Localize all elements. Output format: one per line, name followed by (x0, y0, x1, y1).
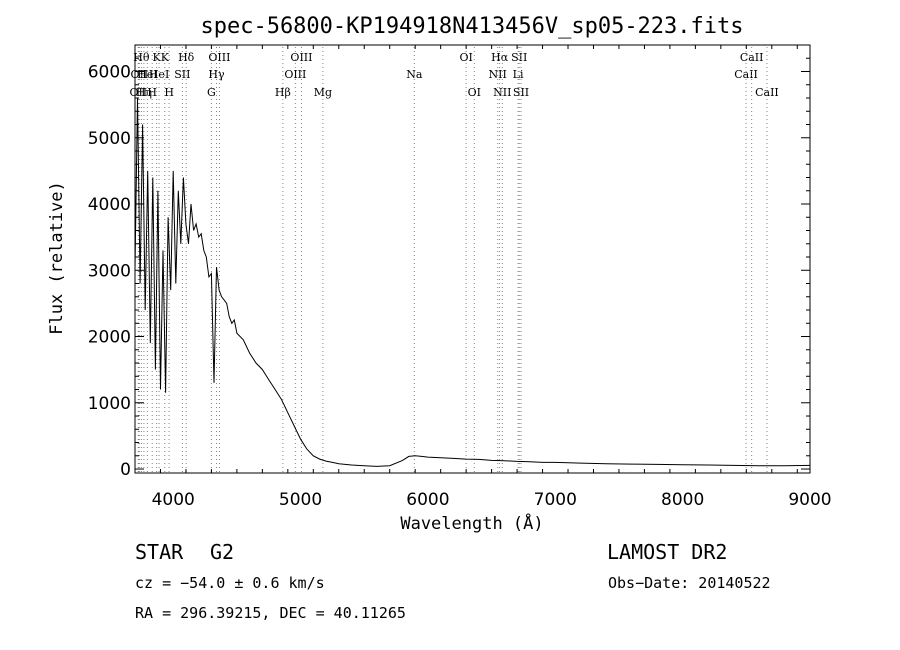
spectral-subclass: G2 (210, 540, 235, 564)
y-tick-label: 6000 (88, 63, 131, 83)
y-axis-label: Flux (relative) (47, 181, 67, 335)
marker-label-9: H (164, 86, 174, 99)
marker-label-12: G (207, 86, 216, 99)
x-tick-label: 4000 (152, 490, 195, 510)
marker-label-22: NII (489, 68, 507, 81)
spectral-line-markers: OIIOIIHθHηHeIHKHeIKHSIIHδGHγOIIIHβOIIIOI… (129, 47, 779, 473)
marker-label-18: Mg (314, 86, 332, 99)
y-tick-label: 0 (120, 460, 131, 480)
marker-label-24: NII (493, 86, 511, 99)
marker-label-23: Hα (491, 51, 509, 64)
marker-label-3: Hη (136, 86, 152, 99)
x-tick-label: 7000 (534, 490, 577, 510)
marker-label-14: OIII (208, 51, 230, 64)
marker-label-6: K (153, 51, 162, 64)
marker-label-28: CaII (734, 68, 758, 81)
marker-label-17: OIII (290, 51, 312, 64)
survey-name: LAMOST DR2 (607, 540, 728, 564)
plot-frame (134, 44, 811, 474)
x-tick-label: 5000 (279, 490, 322, 510)
marker-label-20: OI (459, 51, 472, 64)
x-tick-label: 9000 (788, 490, 831, 510)
x-axis: 4000 5000 6000 7000 8000 9000 (134, 45, 832, 510)
marker-label-26: SII (511, 51, 527, 64)
marker-label-10: SII (174, 68, 190, 81)
marker-label-5: H (147, 86, 157, 99)
marker-label-13: Hγ (208, 68, 225, 81)
marker-label-7: HeI (149, 68, 169, 81)
y-axis: 0 1000 2000 3000 4000 5000 6000 (88, 44, 810, 480)
marker-label-30: CaII (755, 86, 779, 99)
redshift-readout: cz = −54.0 ± 0.6 km/s (135, 574, 325, 592)
x-tick-label: 8000 (661, 490, 704, 510)
marker-label-29: CaII (740, 51, 764, 64)
y-tick-label: 1000 (88, 394, 131, 414)
y-tick-label: 3000 (88, 261, 131, 281)
marker-label-21: OI (468, 86, 481, 99)
marker-label-19: Na (406, 68, 423, 81)
observation-date: Obs−Date: 20140522 (608, 574, 771, 592)
y-tick-label: 2000 (88, 328, 131, 348)
spectrum-line (134, 97, 811, 467)
marker-label-27: SII (513, 86, 529, 99)
object-class: STAR (135, 540, 184, 564)
x-tick-label: 6000 (406, 490, 449, 510)
marker-label-11: Hδ (178, 51, 195, 64)
x-axis-label: Wavelength (Å) (400, 512, 543, 534)
y-tick-label: 5000 (88, 129, 131, 149)
marker-label-15: Hβ (275, 86, 291, 99)
marker-label-16: OIII (284, 68, 306, 81)
coordinates-readout: RA = 296.39215, DEC = 40.11265 (135, 604, 406, 622)
chart-title: spec-56800-KP194918N413456V_sp05-223.fit… (200, 14, 743, 39)
y-tick-label: 4000 (88, 195, 131, 215)
marker-label-25: Li (513, 68, 524, 81)
marker-label-0: OII (129, 86, 147, 99)
marker-label-8: K (161, 51, 170, 64)
marker-label-2: Hθ (133, 51, 150, 64)
